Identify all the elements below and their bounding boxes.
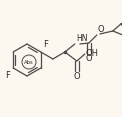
Text: Abs: Abs: [24, 60, 34, 64]
Text: F: F: [43, 40, 48, 49]
Text: HN: HN: [76, 34, 87, 43]
Text: O: O: [74, 72, 80, 81]
Text: OH: OH: [86, 49, 99, 58]
Text: O: O: [98, 25, 104, 34]
Text: F: F: [5, 71, 10, 80]
Text: O: O: [86, 54, 92, 63]
